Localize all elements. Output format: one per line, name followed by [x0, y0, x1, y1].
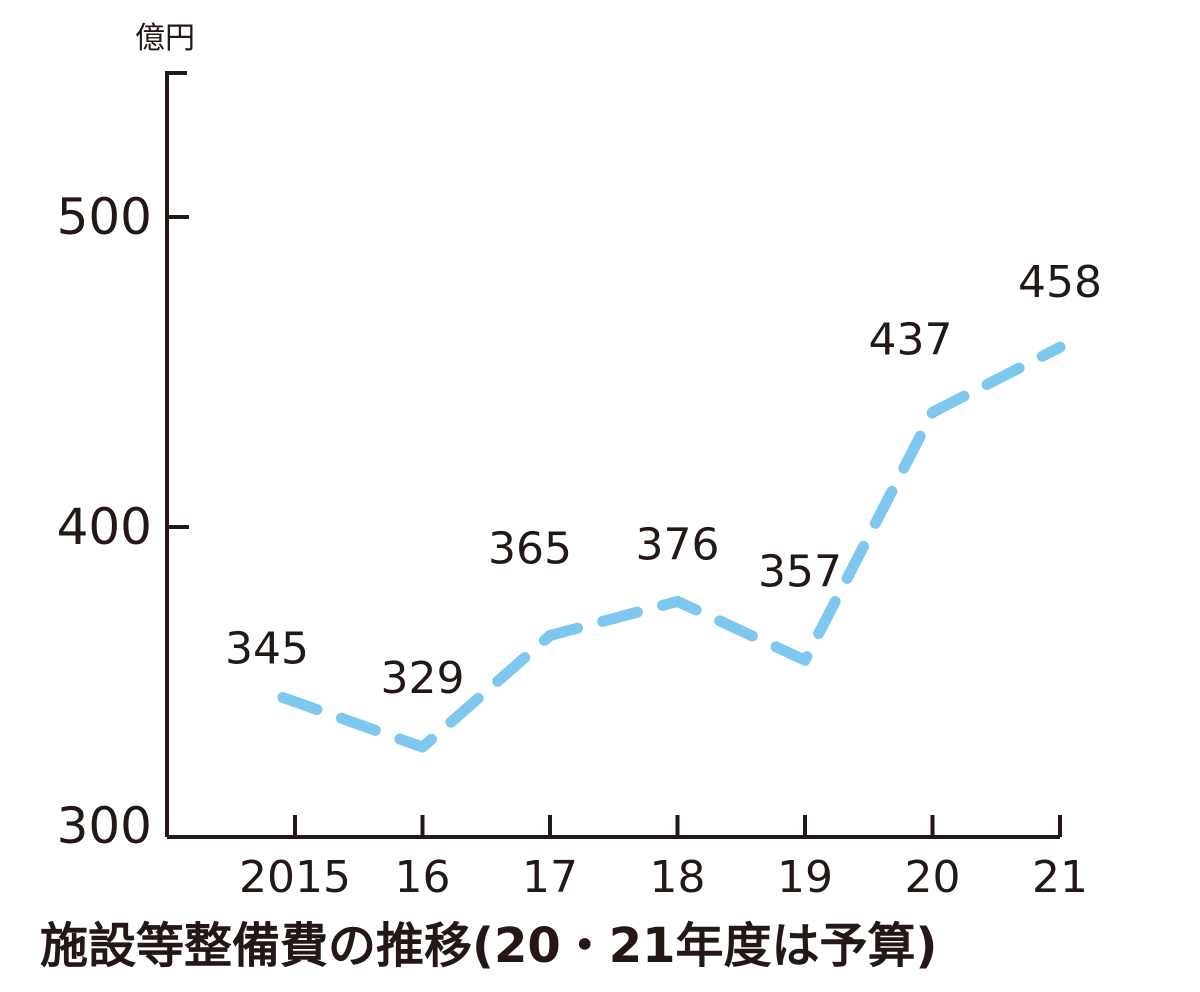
x-tick-label: 19 [777, 852, 833, 903]
y-axis-line [165, 71, 187, 837]
series-line [277, 341, 1066, 753]
x-axis-ticks: 2015 16 17 18 19 20 21 [239, 815, 1088, 903]
data-labels: 345 329 365 376 357 437 458 [225, 257, 1102, 704]
data-label: 329 [381, 653, 465, 704]
x-tick-label: 17 [522, 852, 578, 903]
chart-axes [165, 71, 1060, 839]
x-tick-label: 18 [650, 852, 706, 903]
series-line-group [277, 341, 1066, 753]
x-tick-label: 2015 [239, 852, 351, 903]
y-tick-label: 300 [57, 797, 152, 855]
y-axis-ticks: 300 400 500 [57, 188, 189, 855]
chart-title: 施設等整備費の推移(20・21年度は予算) [40, 918, 937, 974]
data-label: 376 [636, 519, 720, 570]
data-label: 437 [869, 314, 953, 365]
data-label: 365 [488, 524, 572, 575]
data-label: 345 [225, 624, 309, 675]
y-axis-unit-label: 億円 [135, 21, 195, 56]
data-label: 458 [1018, 257, 1102, 308]
x-tick-label: 16 [395, 852, 451, 903]
x-tick-label: 20 [905, 852, 961, 903]
y-tick-label: 400 [57, 498, 152, 556]
x-tick-label: 21 [1032, 852, 1088, 903]
y-tick-label: 500 [57, 188, 152, 246]
data-label: 357 [758, 546, 842, 597]
